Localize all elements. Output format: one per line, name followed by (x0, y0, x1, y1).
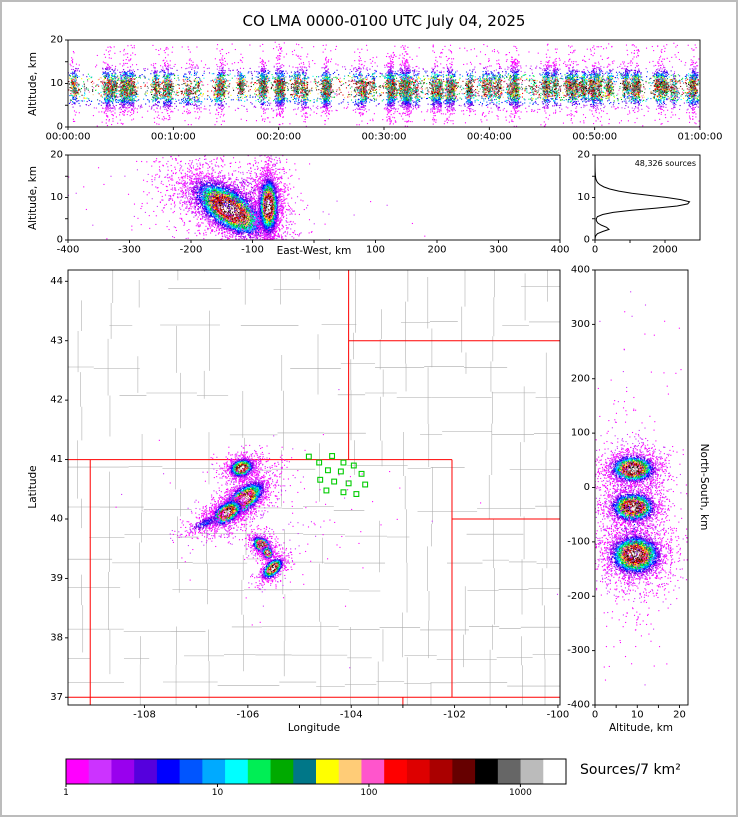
north-south-panel-xlabel: Altitude, km (608, 722, 674, 734)
map-xlabel: Longitude (287, 722, 341, 734)
east-west-panel-ylabel: Altitude, km (27, 165, 39, 231)
colorbar-label: Sources/7 km² (580, 762, 681, 778)
time-panel-ylabel: Altitude, km (27, 51, 39, 117)
figure-title: CO LMA 0000-0100 UTC July 04, 2025 (242, 12, 526, 30)
east-west-panel-xlabel: East-West, km (276, 245, 352, 257)
map-ylabel: Latitude (27, 465, 39, 509)
north-south-panel-ylabel: North-South, km (698, 443, 710, 531)
source-count-annotation: 48,326 sources (634, 159, 696, 168)
